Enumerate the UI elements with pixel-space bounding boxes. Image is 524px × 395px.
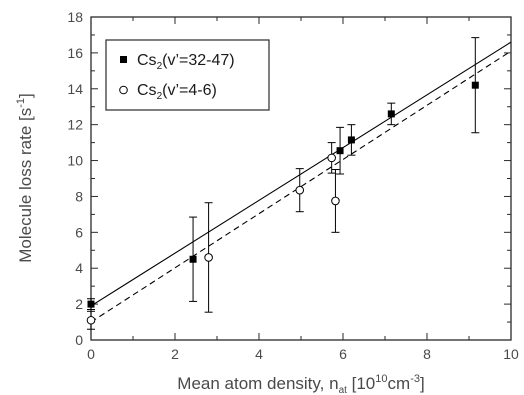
x-tick-label: 4 [255,346,263,362]
y-axis-title: Molecule loss rate [s-1] [15,93,35,262]
x-tick-label: 0 [87,346,95,362]
data-point-series-2 [331,196,340,206]
y-tick-label: 0 [75,332,83,348]
data-markers [86,81,479,325]
y-tick-label: 8 [75,188,83,204]
x-tick-label: 10 [503,346,519,362]
data-point-series-2 [86,315,96,325]
legend: Cs2(v’=32-47) Cs2(v’=4-6) [105,39,270,111]
data-point-series-1 [189,255,197,263]
y-tick-label: 10 [67,153,83,169]
legend-label-series-1: Cs2(v’=32-47) [137,52,235,72]
legend-box [105,39,270,111]
axis-ticks: 0 2 4 6 8 10 0 2 4 6 8 10 12 14 16 18 [67,9,519,362]
data-point-series-1 [336,147,344,155]
legend-marker-series-1 [120,56,127,63]
y-tick-label: 12 [67,117,83,133]
fit-lines [90,41,512,323]
data-point-series-1 [387,110,395,118]
legend-label-series-2: Cs2(v’=4-6) [137,82,217,102]
y-tick-label: 16 [67,45,83,61]
legend-marker-series-2 [119,85,128,95]
data-point-series-1 [347,136,355,144]
data-point-series-2 [204,253,213,262]
data-point-series-1 [87,300,95,308]
y-tick-label: 6 [75,224,83,240]
x-tick-label: 6 [339,346,347,362]
fit-line-series-2 [90,50,512,323]
y-tick-label: 2 [75,296,83,312]
fit-line-series-1 [90,41,512,307]
x-tick-label: 2 [171,346,179,362]
x-tick-label: 8 [423,346,431,362]
data-point-series-1 [471,81,479,89]
y-tick-label: 4 [75,260,83,276]
y-tick-label: 18 [67,9,83,25]
data-point-series-2 [327,153,336,163]
data-point-series-2 [295,185,305,195]
x-axis-title: Mean atom density, nat [1010cm-3] [177,373,424,395]
y-tick-label: 14 [67,81,83,97]
